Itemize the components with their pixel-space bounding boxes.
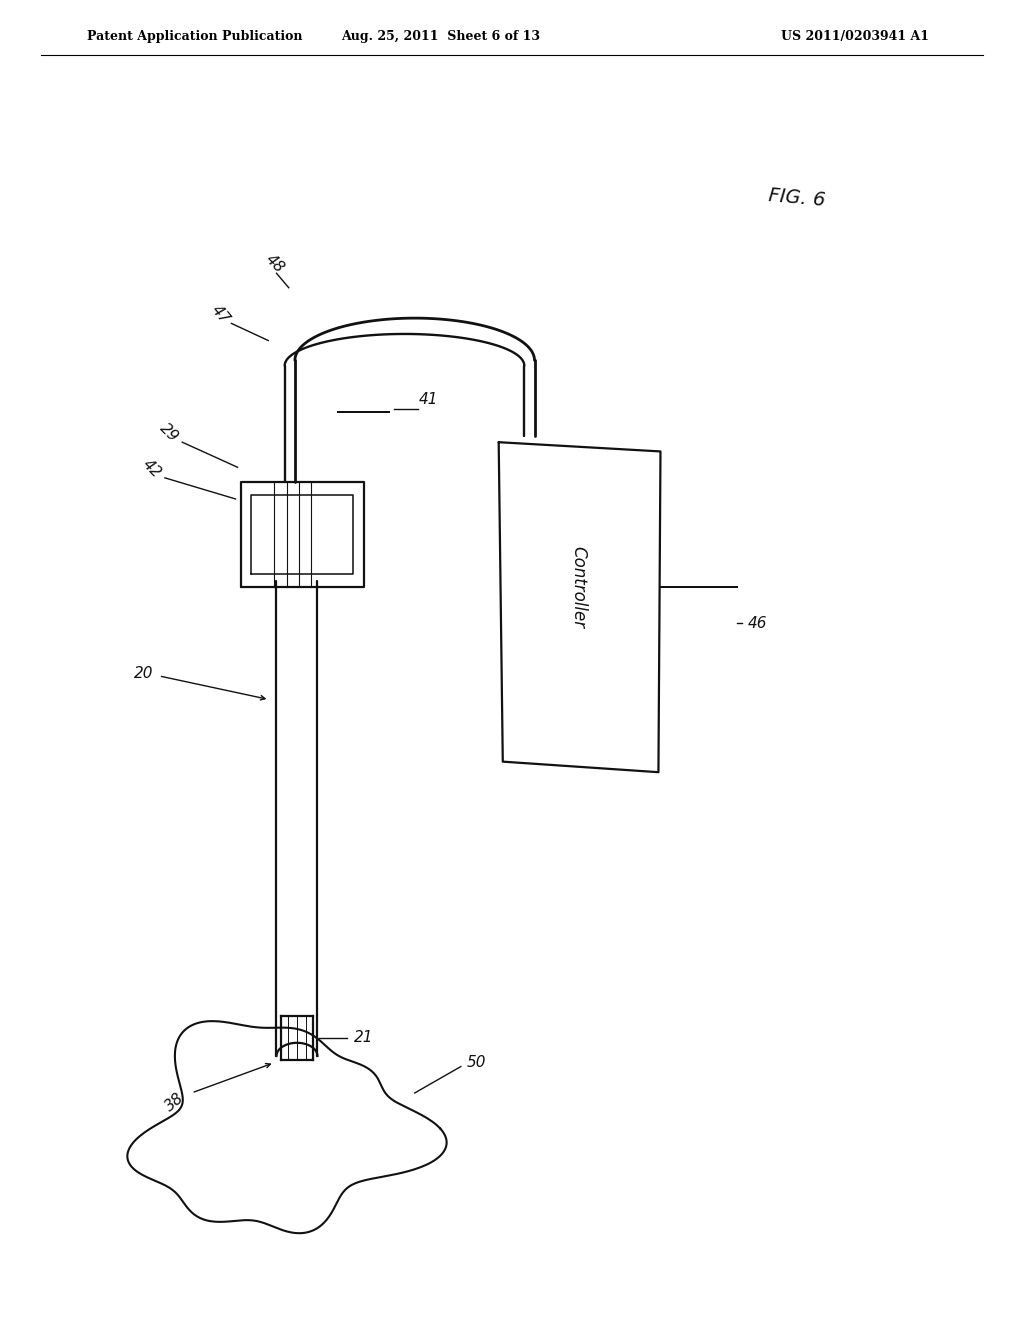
Text: 48: 48 xyxy=(262,252,287,276)
Text: Aug. 25, 2011  Sheet 6 of 13: Aug. 25, 2011 Sheet 6 of 13 xyxy=(341,30,540,44)
Text: 20: 20 xyxy=(133,665,154,681)
Text: Patent Application Publication: Patent Application Publication xyxy=(87,30,302,44)
Text: 46: 46 xyxy=(748,615,768,631)
Text: FIG. 6: FIG. 6 xyxy=(768,186,826,210)
Text: US 2011/0203941 A1: US 2011/0203941 A1 xyxy=(781,30,929,44)
Text: 50: 50 xyxy=(466,1055,486,1071)
Text: 29: 29 xyxy=(157,421,181,445)
Text: 41: 41 xyxy=(418,392,438,408)
Text: 47: 47 xyxy=(208,302,232,326)
Text: 38: 38 xyxy=(162,1090,186,1114)
Text: Controller: Controller xyxy=(569,546,588,628)
Text: 21: 21 xyxy=(353,1030,374,1045)
Text: 42: 42 xyxy=(139,457,164,480)
